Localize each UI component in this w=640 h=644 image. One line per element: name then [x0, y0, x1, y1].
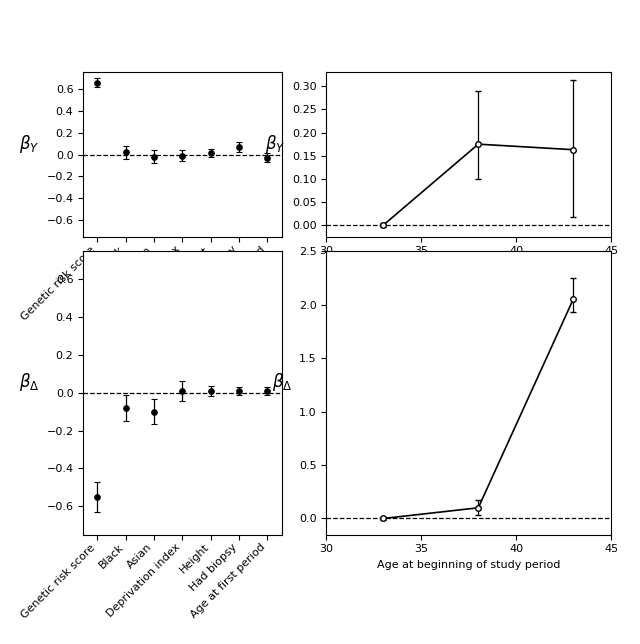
Y-axis label: $\beta_\Delta$: $\beta_\Delta$: [19, 371, 40, 393]
Y-axis label: $\beta_Y$: $\beta_Y$: [19, 133, 40, 155]
Y-axis label: $\beta_Y$: $\beta_Y$: [265, 133, 285, 155]
X-axis label: Age at beginning of study period: Age at beginning of study period: [377, 560, 561, 570]
X-axis label: Age at beginning of study period: Age at beginning of study period: [377, 262, 561, 272]
Y-axis label: $\beta_\Delta$: $\beta_\Delta$: [272, 371, 292, 393]
